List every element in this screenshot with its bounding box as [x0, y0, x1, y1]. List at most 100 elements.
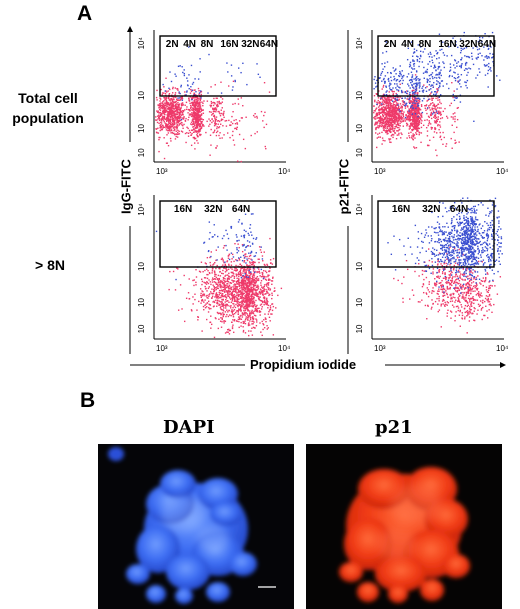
data-point [204, 307, 207, 309]
data-point [259, 299, 262, 302]
data-point [215, 317, 217, 320]
data-point [272, 334, 275, 336]
data-point [215, 109, 217, 111]
data-point [250, 282, 252, 284]
data-point [250, 134, 252, 137]
data-point [250, 250, 253, 253]
data-point [204, 299, 206, 301]
data-point [170, 132, 172, 134]
data-point [398, 129, 400, 131]
data-point [232, 130, 234, 133]
data-point [222, 310, 225, 312]
data-point [450, 298, 452, 300]
data-point [184, 91, 186, 93]
data-point [374, 118, 377, 120]
data-point [242, 245, 244, 247]
data-point [248, 305, 251, 307]
data-point [244, 309, 247, 312]
data-point [385, 85, 387, 87]
data-point [220, 272, 223, 275]
data-point [267, 283, 269, 285]
data-point [220, 81, 222, 83]
data-point [188, 297, 191, 300]
data-point [235, 311, 237, 314]
data-point [172, 101, 174, 103]
data-point [257, 278, 260, 280]
data-point [400, 132, 402, 134]
data-point [215, 124, 217, 126]
data-point [242, 138, 245, 141]
data-point [260, 251, 263, 254]
data-point [192, 102, 195, 104]
data-point [228, 293, 231, 295]
data-point [232, 314, 234, 316]
data-point [193, 114, 195, 116]
gate-label: 32N [204, 204, 222, 215]
data-point [407, 112, 409, 114]
data-point [204, 288, 207, 290]
data-point [219, 268, 221, 270]
data-point [437, 116, 439, 118]
data-point [192, 108, 195, 110]
data-point [382, 121, 384, 124]
data-point [167, 108, 169, 110]
data-point [194, 100, 196, 102]
data-point [224, 285, 226, 288]
data-point [245, 280, 247, 282]
data-point [435, 97, 437, 100]
data-point [192, 109, 194, 111]
data-point [444, 305, 446, 307]
data-point [418, 108, 420, 110]
data-point [389, 112, 391, 114]
data-point [206, 302, 209, 304]
data-point [234, 288, 237, 290]
data-point [211, 281, 214, 283]
data-point [194, 108, 196, 110]
data-point [236, 126, 238, 129]
data-point [227, 299, 229, 302]
data-point [240, 294, 243, 296]
data-point [412, 123, 415, 125]
data-point [260, 284, 262, 286]
data-point [389, 87, 391, 89]
data-point [199, 134, 201, 137]
data-point [170, 140, 172, 142]
data-point [402, 100, 404, 102]
data-point [396, 112, 399, 115]
data-point [489, 41, 492, 44]
data-point [164, 90, 166, 92]
data-point [228, 328, 230, 331]
data-point [460, 59, 462, 61]
data-point [404, 97, 406, 99]
data-point [389, 99, 392, 101]
data-point [191, 107, 194, 109]
data-point [225, 303, 228, 306]
data-point [215, 147, 217, 149]
data-point [393, 120, 395, 122]
data-point [398, 115, 400, 117]
data-point [192, 118, 195, 121]
data-point [379, 112, 382, 114]
data-point [236, 297, 238, 299]
data-point [226, 280, 229, 282]
data-point [379, 136, 382, 138]
data-point [416, 122, 418, 124]
y-tick-label: 10 [138, 298, 146, 307]
data-point [187, 292, 190, 294]
data-point [417, 127, 420, 129]
data-point [409, 93, 411, 96]
data-point [250, 288, 252, 291]
data-point [411, 91, 414, 93]
data-point [408, 132, 410, 134]
data-point [377, 99, 379, 102]
data-point [245, 269, 248, 271]
data-point [434, 90, 436, 93]
data-point [177, 131, 179, 134]
data-point [455, 41, 457, 43]
data-point [243, 306, 245, 309]
data-point [217, 246, 219, 248]
data-point [216, 299, 219, 301]
data-point [176, 111, 178, 113]
data-point [416, 97, 419, 100]
data-point [236, 274, 238, 276]
